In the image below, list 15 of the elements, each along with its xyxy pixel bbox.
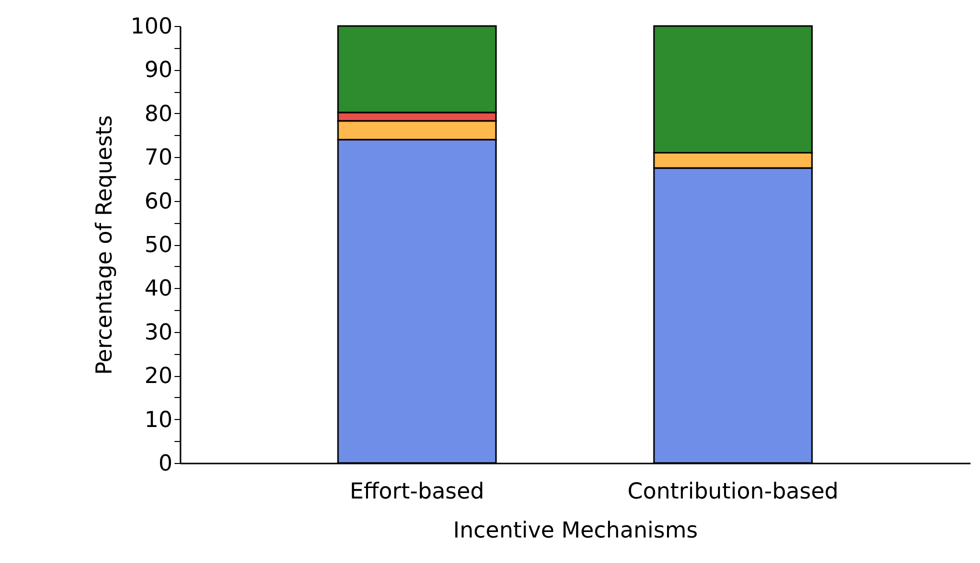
y-tick-label: 30 (144, 320, 172, 346)
x-axis-title: Incentive Mechanisms (453, 518, 698, 544)
x-tick-label: Effort-based (350, 480, 484, 504)
y-tick-label: 10 (144, 408, 172, 433)
y-tick-label: 50 (144, 233, 172, 258)
y-tick-label: 20 (144, 364, 172, 390)
y-tick-label: 40 (144, 276, 172, 302)
y-tick-label: 90 (144, 58, 172, 84)
y-tick-label: 80 (144, 102, 172, 127)
y-tick-label: 0 (158, 452, 172, 476)
y-axis-title: Percentage of Requests (92, 115, 118, 375)
y-tick-label: 70 (144, 146, 172, 171)
x-tick-label: Contribution-based (628, 480, 838, 504)
y-tick-label: 100 (130, 14, 172, 40)
y-tick-label: 60 (144, 189, 172, 214)
